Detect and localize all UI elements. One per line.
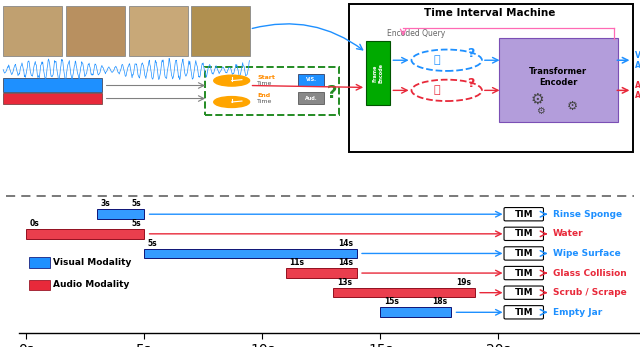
FancyBboxPatch shape bbox=[29, 280, 50, 290]
Text: Transformer: Transformer bbox=[529, 67, 588, 76]
Text: 5s: 5s bbox=[131, 199, 141, 208]
Text: ?: ? bbox=[326, 84, 337, 102]
FancyBboxPatch shape bbox=[333, 288, 475, 297]
Text: TIM: TIM bbox=[515, 288, 533, 297]
Text: VIS.: VIS. bbox=[305, 77, 317, 82]
Text: Water: Water bbox=[553, 229, 583, 238]
Text: Time Interval Machine: Time Interval Machine bbox=[424, 8, 556, 18]
Text: Time: Time bbox=[257, 81, 273, 86]
Circle shape bbox=[214, 75, 250, 86]
Text: Encoder: Encoder bbox=[540, 78, 577, 87]
FancyBboxPatch shape bbox=[144, 249, 356, 258]
Text: 14s: 14s bbox=[338, 238, 353, 247]
FancyBboxPatch shape bbox=[66, 6, 125, 56]
FancyBboxPatch shape bbox=[298, 92, 324, 104]
Text: 0s: 0s bbox=[30, 219, 40, 228]
Text: TIM: TIM bbox=[515, 249, 533, 258]
FancyBboxPatch shape bbox=[97, 209, 144, 219]
Text: Wipe Surface: Wipe Surface bbox=[553, 249, 620, 258]
Circle shape bbox=[214, 96, 250, 108]
Text: ⚙: ⚙ bbox=[531, 92, 545, 107]
FancyBboxPatch shape bbox=[504, 227, 543, 240]
Text: 🕐: 🕐 bbox=[433, 85, 440, 95]
Text: Frame
Encode: Frame Encode bbox=[373, 63, 383, 83]
FancyBboxPatch shape bbox=[504, 247, 543, 260]
FancyBboxPatch shape bbox=[499, 38, 618, 122]
Text: TIM: TIM bbox=[515, 308, 533, 317]
Text: TIM: TIM bbox=[515, 269, 533, 278]
Text: ?: ? bbox=[467, 47, 475, 60]
Text: 15s: 15s bbox=[384, 297, 399, 306]
FancyBboxPatch shape bbox=[205, 67, 339, 116]
Text: 🕐: 🕐 bbox=[433, 55, 440, 65]
FancyBboxPatch shape bbox=[298, 74, 324, 85]
FancyBboxPatch shape bbox=[26, 229, 144, 239]
FancyBboxPatch shape bbox=[366, 41, 390, 105]
Text: Audio Modality: Audio Modality bbox=[53, 280, 130, 289]
FancyBboxPatch shape bbox=[349, 4, 633, 152]
Text: TIM: TIM bbox=[515, 210, 533, 219]
Text: 19s: 19s bbox=[456, 278, 471, 287]
Text: 14s: 14s bbox=[338, 258, 353, 267]
Text: 5s: 5s bbox=[131, 219, 141, 228]
Text: End: End bbox=[257, 93, 271, 98]
FancyBboxPatch shape bbox=[3, 6, 62, 56]
Text: 5s: 5s bbox=[148, 238, 157, 247]
Text: ⚙: ⚙ bbox=[536, 106, 545, 116]
FancyBboxPatch shape bbox=[29, 257, 50, 268]
FancyBboxPatch shape bbox=[129, 6, 188, 56]
Text: Glass Collision: Glass Collision bbox=[553, 269, 627, 278]
Text: Visual
Action: Visual Action bbox=[635, 51, 640, 70]
Text: Empty Jar: Empty Jar bbox=[553, 308, 602, 317]
FancyBboxPatch shape bbox=[3, 78, 102, 92]
Text: 11s: 11s bbox=[289, 258, 305, 267]
Text: ⚙: ⚙ bbox=[567, 100, 579, 113]
FancyBboxPatch shape bbox=[504, 286, 543, 299]
Text: 3s: 3s bbox=[100, 199, 110, 208]
FancyBboxPatch shape bbox=[191, 6, 250, 56]
Text: Visual Modality: Visual Modality bbox=[53, 258, 132, 267]
Text: Auditory
Action: Auditory Action bbox=[635, 81, 640, 100]
Text: 13s: 13s bbox=[337, 278, 352, 287]
FancyBboxPatch shape bbox=[504, 306, 543, 319]
FancyBboxPatch shape bbox=[286, 268, 356, 278]
Text: ?: ? bbox=[467, 77, 475, 90]
FancyBboxPatch shape bbox=[3, 93, 102, 104]
Text: 18s: 18s bbox=[433, 297, 447, 306]
Text: Rinse Sponge: Rinse Sponge bbox=[553, 210, 622, 219]
FancyBboxPatch shape bbox=[380, 307, 451, 317]
Text: Start: Start bbox=[257, 75, 275, 80]
Text: TIM: TIM bbox=[515, 229, 533, 238]
Text: Time: Time bbox=[257, 99, 273, 103]
Text: Scrub / Scrape: Scrub / Scrape bbox=[553, 288, 627, 297]
FancyBboxPatch shape bbox=[504, 208, 543, 221]
Text: Aud.: Aud. bbox=[305, 96, 317, 101]
FancyBboxPatch shape bbox=[504, 266, 543, 280]
Text: Encoded Query: Encoded Query bbox=[387, 28, 445, 37]
